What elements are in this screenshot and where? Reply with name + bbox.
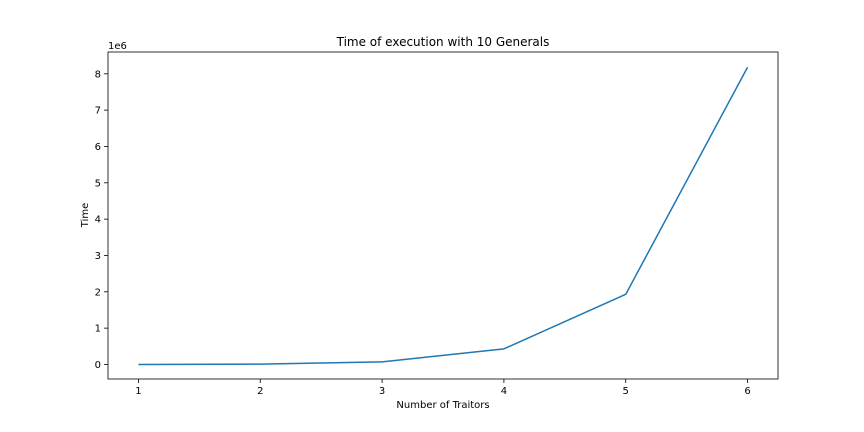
x-tick-label: 5: [623, 386, 629, 397]
y-tick-label: 7: [95, 106, 101, 117]
x-tick-label: 1: [135, 386, 141, 397]
series-line: [138, 66, 749, 366]
y-offset-label: 1e6: [108, 41, 127, 52]
y-tick-label: 1: [95, 324, 101, 335]
x-tick-label: 4: [501, 386, 507, 397]
y-tick-label: 5: [95, 178, 101, 189]
series-layer: [138, 66, 749, 366]
x-axis: 1 2 3 4 5 6: [135, 379, 751, 397]
y-tick-label: 4: [95, 215, 101, 226]
y-tick-label: 3: [95, 251, 101, 262]
y-tick-label: 2: [95, 287, 101, 298]
y-axis: 0 1 2 3 4 5 6 7 8: [95, 69, 108, 371]
y-axis-label: Time: [80, 203, 91, 228]
x-tick-label: 2: [257, 386, 263, 397]
y-tick-label: 8: [95, 69, 101, 80]
y-tick-label: 6: [95, 142, 101, 153]
plot-area: [107, 51, 779, 380]
x-tick-label: 6: [744, 386, 750, 397]
chart-title: Time of execution with 10 Generals: [336, 35, 550, 49]
x-tick-label: 3: [379, 386, 385, 397]
y-tick-label: 0: [95, 360, 101, 371]
x-axis-label: Number of Traitors: [396, 400, 489, 411]
